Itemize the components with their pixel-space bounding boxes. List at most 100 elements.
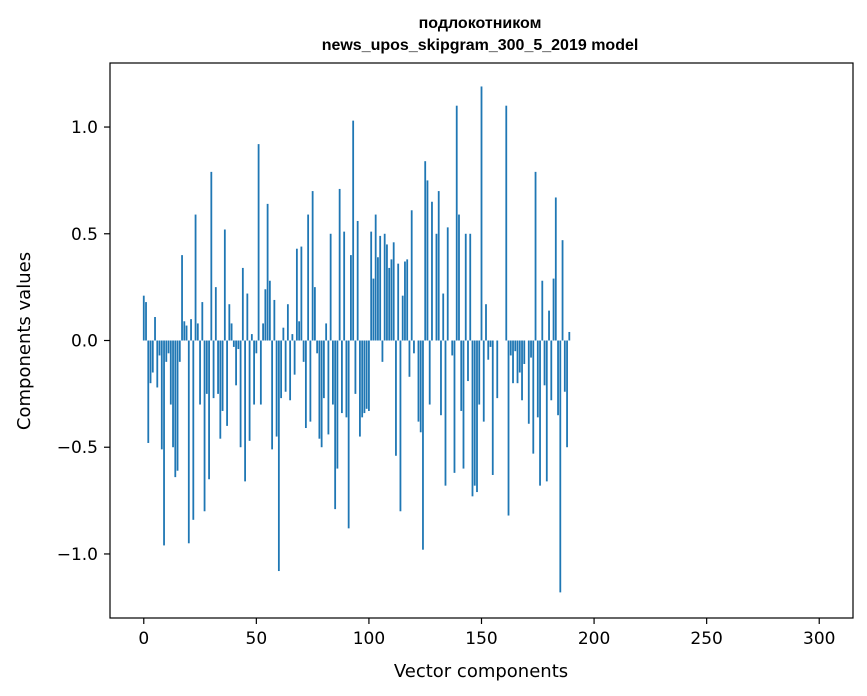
bar-135	[446, 227, 449, 341]
bar-128	[431, 201, 433, 341]
bar-71	[302, 340, 305, 362]
bar-108	[386, 244, 388, 341]
bar-183	[554, 197, 557, 341]
bar-18	[183, 321, 186, 341]
bar-76	[313, 287, 316, 341]
x-axis-label: Vector components	[394, 661, 568, 682]
bar-42	[237, 340, 240, 350]
bar-80	[322, 340, 325, 399]
bar-10	[165, 340, 168, 362]
bar-141	[460, 340, 463, 411]
bar-154	[489, 340, 492, 347]
plot-frame	[109, 62, 854, 619]
bar-179	[545, 340, 548, 482]
bar-58	[273, 299, 276, 341]
bar-171	[527, 340, 530, 424]
bar-161	[505, 105, 508, 341]
bar-20	[187, 340, 190, 544]
bar-83	[329, 233, 332, 341]
x-ticks: 0 50 100 150 200 250 300	[138, 618, 835, 649]
bar-57	[271, 340, 274, 450]
bar-88	[341, 340, 343, 414]
bar-105	[379, 235, 382, 341]
bar-8	[160, 340, 163, 450]
bar-103	[374, 214, 377, 341]
bar-188	[566, 340, 568, 448]
bar-25	[199, 340, 201, 405]
bar-9	[163, 340, 165, 546]
bar-96	[359, 340, 361, 437]
bar-73	[307, 214, 310, 341]
bar-91	[347, 340, 350, 529]
bar-184	[557, 340, 559, 416]
bar-60	[277, 340, 280, 572]
bar-107	[383, 233, 386, 341]
bar-53	[262, 323, 264, 341]
bar-27	[203, 340, 206, 512]
x-tick-label: 50	[246, 629, 268, 649]
bar-90	[345, 340, 348, 418]
bar-78	[318, 340, 321, 439]
bar-173	[532, 340, 535, 454]
y-tick-label: −1.0	[57, 545, 98, 565]
bar-64	[286, 304, 289, 341]
bar-39	[230, 323, 233, 341]
bar-40	[232, 340, 235, 347]
bar-47	[248, 340, 251, 441]
bar-117	[406, 259, 409, 341]
bars-group	[142, 86, 571, 593]
bar-23	[194, 214, 197, 341]
bar-138	[453, 340, 456, 473]
bar-95	[356, 220, 359, 341]
bar-137	[451, 340, 454, 356]
y-tick-label: −0.5	[57, 438, 98, 458]
bar-99	[365, 340, 368, 409]
bar-172	[530, 340, 532, 358]
bar-1	[145, 302, 147, 341]
bar-153	[487, 340, 490, 360]
x-tick-label: 300	[803, 629, 835, 649]
bar-152	[485, 304, 487, 341]
bar-0	[142, 295, 145, 341]
bar-93	[352, 120, 355, 341]
bar-16	[178, 340, 181, 362]
bar-110	[390, 259, 393, 341]
bar-35	[221, 340, 224, 411]
bar-74	[309, 340, 312, 422]
bar-86	[336, 340, 339, 469]
bar-6	[156, 340, 159, 388]
bar-44	[241, 267, 244, 341]
bar-147	[473, 340, 476, 486]
bar-67	[293, 340, 296, 375]
bar-14	[174, 340, 177, 478]
bar-133	[442, 293, 445, 341]
bar-181	[550, 340, 553, 401]
bar-124	[422, 340, 424, 550]
bar-85	[334, 340, 337, 510]
bar-187	[563, 340, 566, 392]
bar-84	[332, 340, 334, 405]
bar-182	[552, 278, 555, 341]
bar-32	[214, 287, 217, 341]
bar-65	[289, 340, 292, 401]
bar-77	[316, 340, 319, 354]
bar-119	[410, 210, 413, 341]
bar-100	[368, 340, 370, 411]
bar-185	[559, 340, 562, 593]
bar-15	[176, 340, 179, 471]
bar-155	[491, 340, 494, 475]
bar-180	[548, 310, 550, 341]
bar-122	[417, 340, 420, 422]
bar-151	[482, 340, 485, 422]
bar-3	[149, 340, 152, 384]
bar-87	[338, 188, 341, 341]
bar-127	[428, 340, 431, 405]
bar-69	[298, 321, 301, 341]
bar-149	[478, 340, 481, 405]
bar-79	[320, 340, 323, 448]
bar-43	[239, 340, 242, 448]
bar-186	[561, 240, 564, 341]
bar-81	[325, 323, 328, 341]
bar-113	[397, 263, 400, 341]
